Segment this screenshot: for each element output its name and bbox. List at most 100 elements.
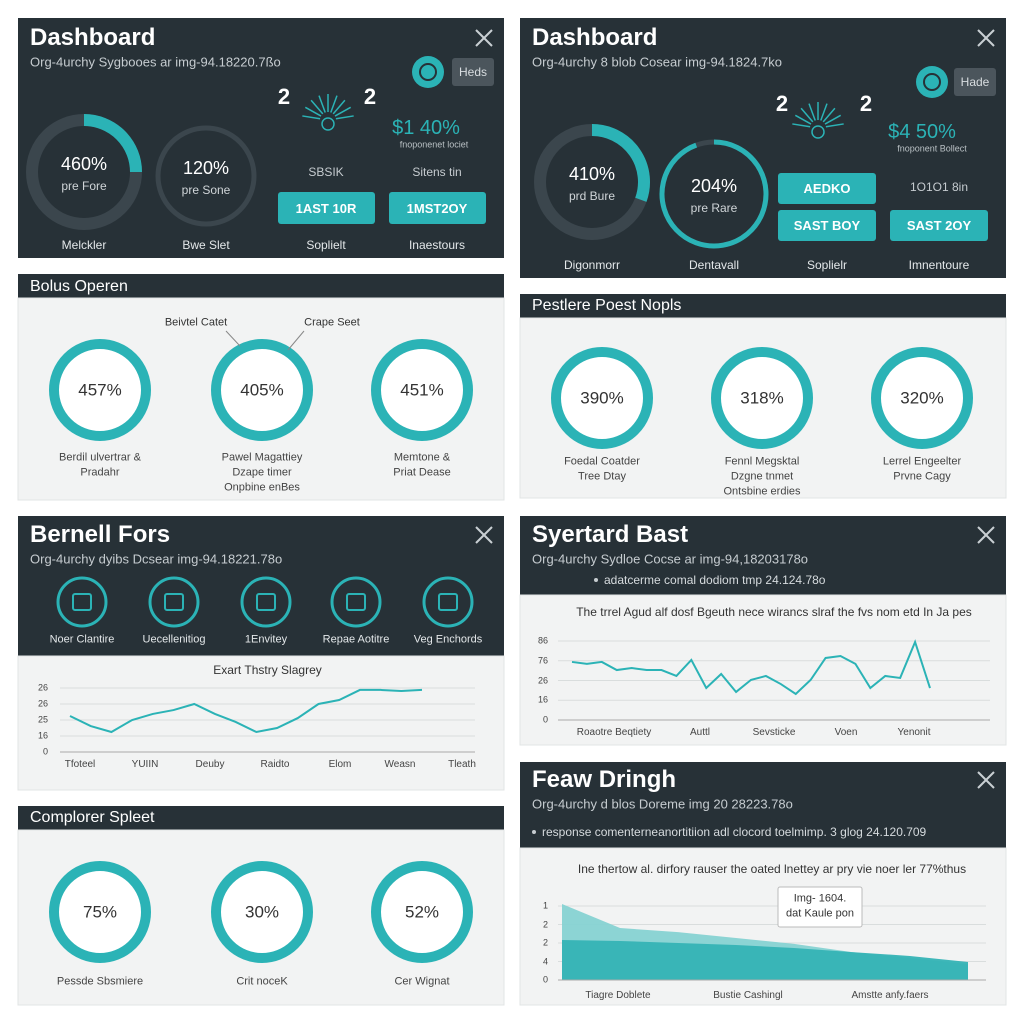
panel-subtitle: Org-4urchy Sydloe Cocse ar img-94,182031… — [532, 551, 809, 567]
y-tick-label: 4 — [542, 956, 548, 966]
ring-caption: Dentavall — [688, 258, 740, 272]
x-tick-label: Sevsticke — [752, 727, 796, 738]
ring-caption: Pradahr — [80, 466, 120, 479]
x-tick-label: Amstte anfy.faers — [851, 990, 929, 1001]
count: 2 — [859, 91, 873, 116]
ring — [871, 347, 973, 449]
ring — [49, 861, 151, 963]
icon-glyph — [164, 593, 184, 611]
burst-ray — [794, 114, 812, 125]
close-button[interactable] — [977, 526, 995, 544]
x-tick-label: Tleath — [448, 759, 476, 770]
close-button[interactable] — [475, 29, 493, 47]
close-button[interactable] — [475, 526, 493, 544]
ring-caption: Onpbine enBes — [224, 481, 300, 494]
icon-label: Repae Aotitre — [322, 633, 390, 646]
ring — [211, 339, 313, 441]
ring-value: 318% — [740, 388, 784, 408]
annotation: Beivtel Catet — [164, 316, 228, 329]
panel-title: Feaw Dringh — [532, 766, 677, 793]
x-tick-label: YUIIN — [131, 759, 159, 770]
ring-value: 204% — [690, 176, 738, 196]
ring-label: prd Bure — [568, 189, 616, 203]
bullet — [594, 578, 598, 582]
tooltip-text: Img- 1604. — [793, 892, 847, 905]
action-button[interactable]: AEDKO — [778, 173, 876, 204]
header-button[interactable]: Hade — [954, 68, 996, 96]
ring-value: 390% — [580, 388, 624, 408]
action-button[interactable]: 1AST 10R — [277, 192, 375, 224]
x-tick-label: Elom — [328, 759, 352, 770]
ring — [551, 347, 653, 449]
ring-caption: Digonmorr — [563, 258, 621, 272]
action-caption: Soplielr — [806, 258, 848, 272]
header-button[interactable]: Heds — [452, 58, 494, 86]
icon-label: Noer Clantire — [49, 633, 115, 646]
ring-arc — [83, 114, 142, 173]
close-button[interactable] — [977, 771, 995, 789]
ring-caption: Crit noceK — [236, 975, 288, 988]
y-tick-label: 2 — [542, 937, 548, 948]
ring-label: pre Sone — [181, 183, 231, 197]
ring-caption: Lerrel Engeelter — [882, 455, 962, 468]
ring — [49, 339, 151, 441]
ring-track — [155, 125, 257, 227]
stat: $1 40% — [392, 117, 460, 139]
y-tick-label: 86 — [537, 635, 548, 646]
x-tick-label: Voen — [834, 727, 858, 738]
burst-core — [321, 117, 335, 131]
y-tick-label: 0 — [542, 714, 548, 725]
ring-caption: Melckler — [61, 238, 107, 252]
panel-title: Syertard Bast — [532, 521, 689, 548]
x-tick-label: Tfoteel — [64, 759, 96, 770]
globe-icon-inner — [923, 73, 941, 91]
x-tick-label: Weasn — [384, 759, 416, 770]
close-stroke[interactable] — [475, 29, 493, 47]
ring-caption: Prvne Cagy — [893, 470, 951, 483]
chart-title: The trrel Agud alf dosf Bgeuth nece wira… — [576, 605, 972, 619]
icon-circle — [240, 576, 292, 628]
ring-caption: Fennl Megsktal — [724, 455, 800, 468]
close-stroke[interactable] — [977, 29, 995, 47]
panel-subtitle: Org-4urchy dyibs Dcsear img-94.18221.78o — [30, 551, 283, 567]
ring — [711, 347, 813, 449]
globe-icon — [412, 56, 444, 88]
action-caption: Inaestours — [408, 238, 466, 252]
ring-value: 120% — [182, 158, 230, 178]
close-button[interactable] — [977, 29, 995, 47]
close-stroke[interactable] — [977, 526, 995, 544]
line-series — [571, 639, 931, 696]
icon-label: 1Envitey — [244, 633, 288, 646]
ring-caption: Foedal Coatder — [564, 455, 640, 468]
ring-caption: Pawel Magattiey — [221, 451, 303, 464]
action-button[interactable]: SAST BOY — [778, 210, 876, 241]
ring-value: 460% — [60, 154, 108, 174]
panel-subtitle: Org-4urchy 8 blob Cosear img-94.1824.7ko — [532, 54, 783, 70]
line-series — [69, 688, 423, 734]
ring-value: 410% — [568, 164, 616, 184]
action-button[interactable]: 1MST2OY — [388, 192, 486, 224]
annotation-leader — [287, 330, 305, 351]
ring-caption: Tree Dtay — [578, 470, 626, 483]
close-stroke[interactable] — [475, 526, 493, 544]
ring-value: 75% — [82, 902, 118, 922]
y-tick-label: 76 — [537, 655, 548, 666]
x-tick-label: Bustie Cashingl — [713, 990, 783, 1001]
ring-value: 405% — [240, 380, 284, 400]
icon-circle — [422, 576, 474, 628]
icon-label: Veg Enchords — [413, 633, 483, 646]
panel-title: Dashboard — [30, 24, 156, 51]
x-tick-label: Raidto — [260, 759, 290, 770]
action-label: Sitens tin — [412, 165, 462, 179]
close-stroke[interactable] — [977, 771, 995, 789]
ring-label: pre Rare — [690, 201, 738, 215]
ring-caption: Memtone & — [393, 451, 451, 464]
panel-dark — [520, 294, 1006, 318]
action-button[interactable]: SAST 2OY — [890, 210, 988, 241]
ring-caption: Bwe Slet — [182, 238, 230, 252]
icon-circle — [56, 576, 108, 628]
ring-label: pre Fore — [61, 179, 107, 193]
area-series — [562, 940, 968, 980]
panel-dark — [18, 806, 504, 830]
